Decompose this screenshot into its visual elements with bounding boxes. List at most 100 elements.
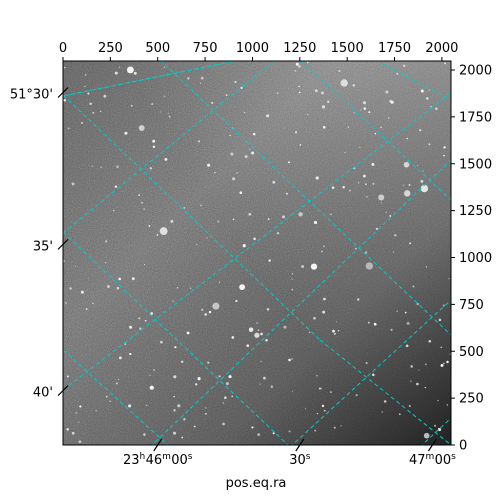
star	[113, 209, 115, 212]
star	[133, 71, 137, 75]
star	[78, 440, 82, 444]
star	[204, 412, 207, 415]
star	[126, 66, 134, 74]
star	[423, 432, 430, 439]
star	[243, 111, 246, 114]
star	[437, 399, 439, 402]
star	[288, 161, 290, 164]
star	[256, 322, 258, 324]
y-tick-label: 750	[459, 298, 484, 313]
star	[359, 147, 361, 149]
grid-line	[63, 231, 289, 445]
star	[230, 152, 234, 156]
star	[338, 69, 341, 73]
x-tick-label: 500	[145, 41, 170, 56]
star	[291, 288, 294, 291]
star	[378, 194, 385, 201]
x-tick-label: 1250	[283, 41, 316, 56]
star	[143, 433, 146, 436]
star	[267, 218, 270, 221]
y-tick-label: 0	[459, 439, 467, 454]
star	[106, 395, 108, 398]
star	[313, 220, 318, 225]
star	[315, 176, 319, 180]
star	[381, 411, 383, 413]
star	[294, 131, 298, 134]
grid-line	[63, 61, 275, 234]
star	[438, 427, 440, 430]
star	[332, 329, 335, 333]
star	[322, 310, 326, 314]
star	[375, 227, 379, 231]
star	[116, 165, 119, 168]
star	[422, 170, 424, 172]
star	[138, 317, 141, 320]
star	[176, 287, 179, 289]
star	[385, 90, 389, 94]
star	[84, 74, 87, 76]
star	[298, 85, 300, 88]
x-tick-label: 0	[59, 41, 67, 56]
star	[240, 86, 243, 90]
star	[211, 101, 214, 104]
x-tick-label: 2000	[425, 41, 458, 56]
star	[148, 224, 151, 227]
star	[291, 273, 293, 275]
star	[229, 134, 231, 137]
star	[363, 174, 366, 178]
star	[344, 152, 346, 154]
star	[78, 421, 80, 423]
star	[306, 61, 309, 64]
star	[340, 79, 348, 87]
star	[260, 332, 263, 336]
star	[149, 374, 151, 376]
star	[419, 129, 422, 132]
star	[430, 106, 432, 108]
star	[335, 321, 337, 323]
star	[66, 375, 69, 378]
star	[340, 425, 342, 427]
star	[252, 132, 256, 136]
star	[322, 126, 326, 129]
star	[168, 115, 171, 118]
star	[352, 84, 355, 87]
grid-line	[300, 61, 451, 201]
star	[231, 395, 234, 398]
y-tick-label: 1500	[459, 157, 492, 172]
star	[249, 149, 251, 151]
ra-tick-mark	[153, 438, 163, 452]
star	[364, 251, 368, 254]
star	[244, 155, 248, 159]
star	[150, 312, 154, 315]
star	[81, 290, 84, 294]
star	[139, 327, 142, 330]
star	[434, 424, 437, 427]
star	[383, 400, 387, 403]
pixel-y-axis-right: 0 250 500 750 1000 1250 1500 1750 2000	[451, 64, 492, 454]
star	[217, 220, 220, 223]
star	[390, 100, 394, 104]
star	[409, 242, 412, 245]
star	[118, 356, 122, 360]
star	[107, 285, 110, 288]
star	[354, 247, 357, 250]
star	[272, 432, 275, 435]
star	[417, 164, 419, 166]
star	[257, 433, 261, 436]
star	[337, 330, 340, 332]
star	[63, 98, 67, 102]
star	[347, 126, 350, 128]
grid-line	[63, 92, 451, 391]
star	[248, 212, 252, 216]
star	[100, 166, 102, 169]
star	[342, 186, 345, 189]
star	[130, 104, 133, 107]
star	[396, 310, 398, 312]
star	[71, 182, 75, 186]
star	[173, 409, 176, 412]
star	[374, 132, 377, 135]
star	[200, 204, 202, 207]
star	[426, 97, 429, 100]
star	[358, 182, 360, 184]
star	[282, 215, 285, 219]
